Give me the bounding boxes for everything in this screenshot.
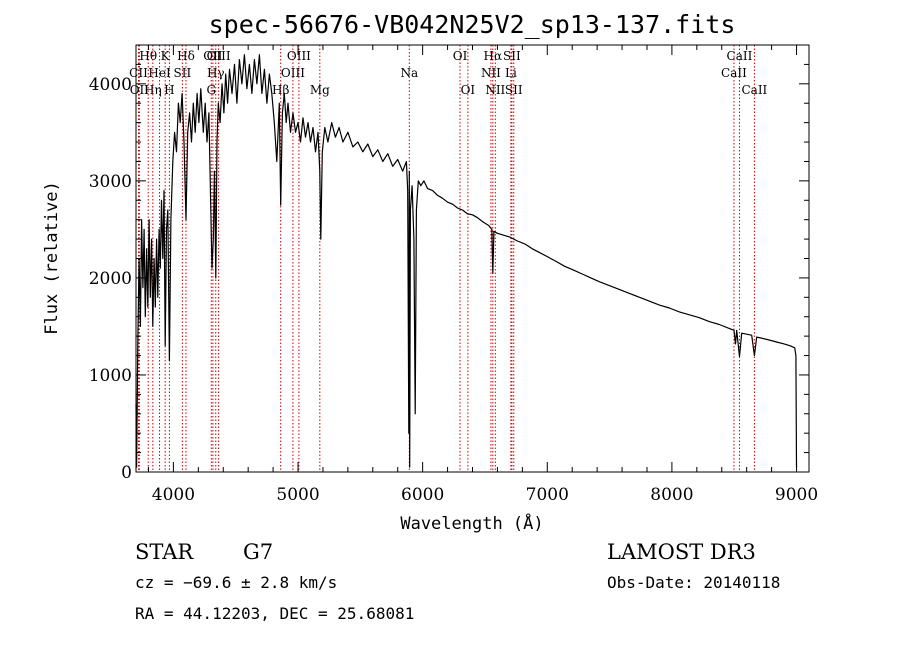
line-label-17: Na bbox=[400, 66, 418, 80]
line-label-1: CII bbox=[129, 66, 148, 80]
line-label-19: OI bbox=[461, 83, 476, 97]
line-label-7: SII bbox=[174, 66, 192, 80]
x-tick-label: 8000 bbox=[650, 485, 693, 505]
x-tick-labels: 4000 5000 6000 7000 8000 9000 bbox=[152, 485, 818, 505]
x-tick-label: 4000 bbox=[152, 485, 195, 505]
line-label-13: Hβ bbox=[272, 83, 289, 97]
line-label-16: Mg bbox=[310, 83, 330, 97]
line-label-11: Hγ bbox=[207, 66, 225, 80]
chart-title: spec-56676-VB042N25V2_sp13-137.fits bbox=[209, 10, 736, 39]
line-label-4: HeI bbox=[148, 66, 171, 80]
line-label-8: Hδ bbox=[177, 49, 195, 63]
line-label-23: Li bbox=[505, 66, 517, 80]
plot-frame bbox=[135, 44, 810, 473]
line-label-18: OI bbox=[453, 49, 468, 63]
line-label-28: CaII bbox=[741, 83, 767, 97]
line-label-3: Hη bbox=[144, 83, 162, 97]
y-tick-label: 1000 bbox=[89, 366, 132, 386]
observation-date: Obs-Date: 20140118 bbox=[607, 573, 780, 592]
line-label-0: Hθ bbox=[139, 49, 157, 63]
survey-name: LAMOST DR3 bbox=[607, 540, 756, 564]
object-subclass: G7 bbox=[243, 540, 273, 564]
line-label-9: OII bbox=[203, 49, 223, 63]
line-label-20: NII bbox=[481, 66, 501, 80]
spectral-line-markers bbox=[137, 45, 755, 472]
y-tick-label: 2000 bbox=[89, 269, 132, 289]
line-label-10: G bbox=[206, 83, 216, 97]
y-tick-label: 4000 bbox=[89, 75, 132, 95]
ra-dec-coords: RA = 44.12203, DEC = 25.68081 bbox=[135, 604, 414, 623]
x-tick-label: 7000 bbox=[526, 485, 569, 505]
line-label-22: NII bbox=[485, 83, 505, 97]
redshift-cz: cz = −69.6 ± 2.8 km/s bbox=[135, 573, 337, 592]
y-tick-labels: 0 1000 2000 3000 4000 bbox=[89, 75, 132, 483]
y-tick-label: 0 bbox=[121, 463, 132, 483]
line-label-24: SII bbox=[503, 49, 521, 63]
line-label-5: K bbox=[161, 49, 171, 63]
y-axis-label: Flux (relative) bbox=[42, 181, 62, 335]
line-label-27: CaII bbox=[727, 49, 753, 63]
x-tick-label: 6000 bbox=[401, 485, 444, 505]
object-class: STAR bbox=[135, 540, 194, 564]
x-tick-label: 5000 bbox=[276, 485, 319, 505]
line-label-2: OII bbox=[130, 83, 150, 97]
x-tick-label: 9000 bbox=[775, 485, 818, 505]
flux-series-line bbox=[135, 54, 798, 468]
line-label-6: H bbox=[164, 83, 174, 97]
line-label-26: CaII bbox=[721, 66, 747, 80]
y-tick-label: 3000 bbox=[89, 172, 132, 192]
line-label-12: OIII bbox=[207, 49, 231, 63]
line-label-14: OIII bbox=[281, 66, 305, 80]
line-label-25: SII bbox=[505, 83, 523, 97]
axis-ticks bbox=[136, 44, 809, 473]
x-axis-label: Wavelength (Å) bbox=[400, 512, 543, 534]
line-label-15: OIII bbox=[287, 49, 311, 63]
line-label-21: Hα bbox=[484, 49, 503, 63]
